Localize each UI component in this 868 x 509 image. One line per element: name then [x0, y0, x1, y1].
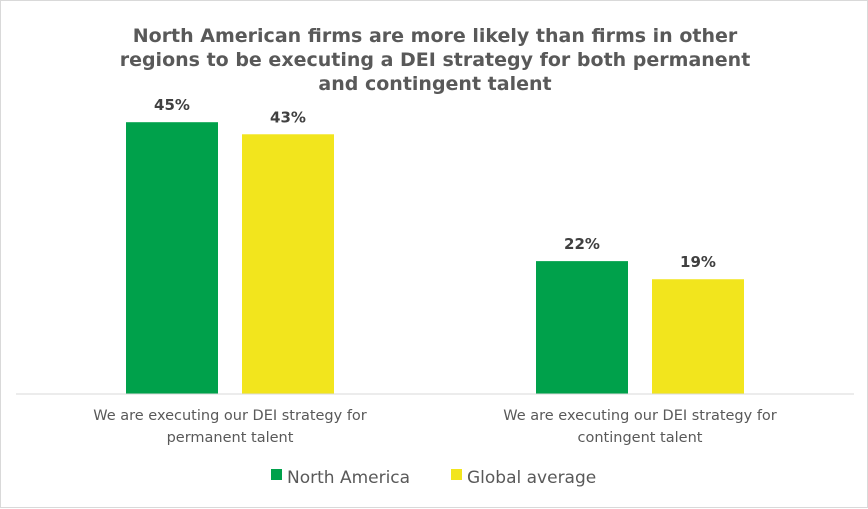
data-label-north-america-2: 22%: [564, 235, 600, 253]
legend-label-global-average: Global average: [467, 468, 596, 488]
legend: North America Global average: [271, 468, 596, 488]
category-axis-labels: We are executing our DEI strategy for pe…: [93, 408, 777, 446]
plot-area: 45% 22% 43% 19%: [126, 96, 744, 394]
bar-north-america-2: [536, 261, 628, 394]
category-label-2-line-2: contingent talent: [578, 430, 703, 446]
legend-swatch-global-average: [451, 469, 462, 480]
chart-title-line-2: regions to be executing a DEI strategy f…: [120, 49, 751, 71]
category-label-1-line-1: We are executing our DEI strategy for: [93, 408, 367, 424]
category-label-2-line-1: We are executing our DEI strategy for: [503, 408, 777, 424]
chart-title-line-3: and contingent talent: [318, 73, 551, 95]
bar-north-america-1: [126, 122, 218, 394]
chart-title-line-1: North American firms are more likely tha…: [133, 25, 738, 47]
chart-title: North American firms are more likely tha…: [120, 25, 751, 95]
data-label-global-average-2: 19%: [680, 253, 716, 271]
category-label-1-line-2: permanent talent: [167, 430, 294, 446]
legend-swatch-north-america: [271, 469, 282, 480]
data-label-global-average-1: 43%: [270, 108, 306, 126]
legend-label-north-america: North America: [287, 468, 410, 488]
bar-global-average-2: [652, 279, 744, 394]
bar-global-average-1: [242, 134, 334, 394]
data-label-north-america-1: 45%: [154, 96, 190, 114]
